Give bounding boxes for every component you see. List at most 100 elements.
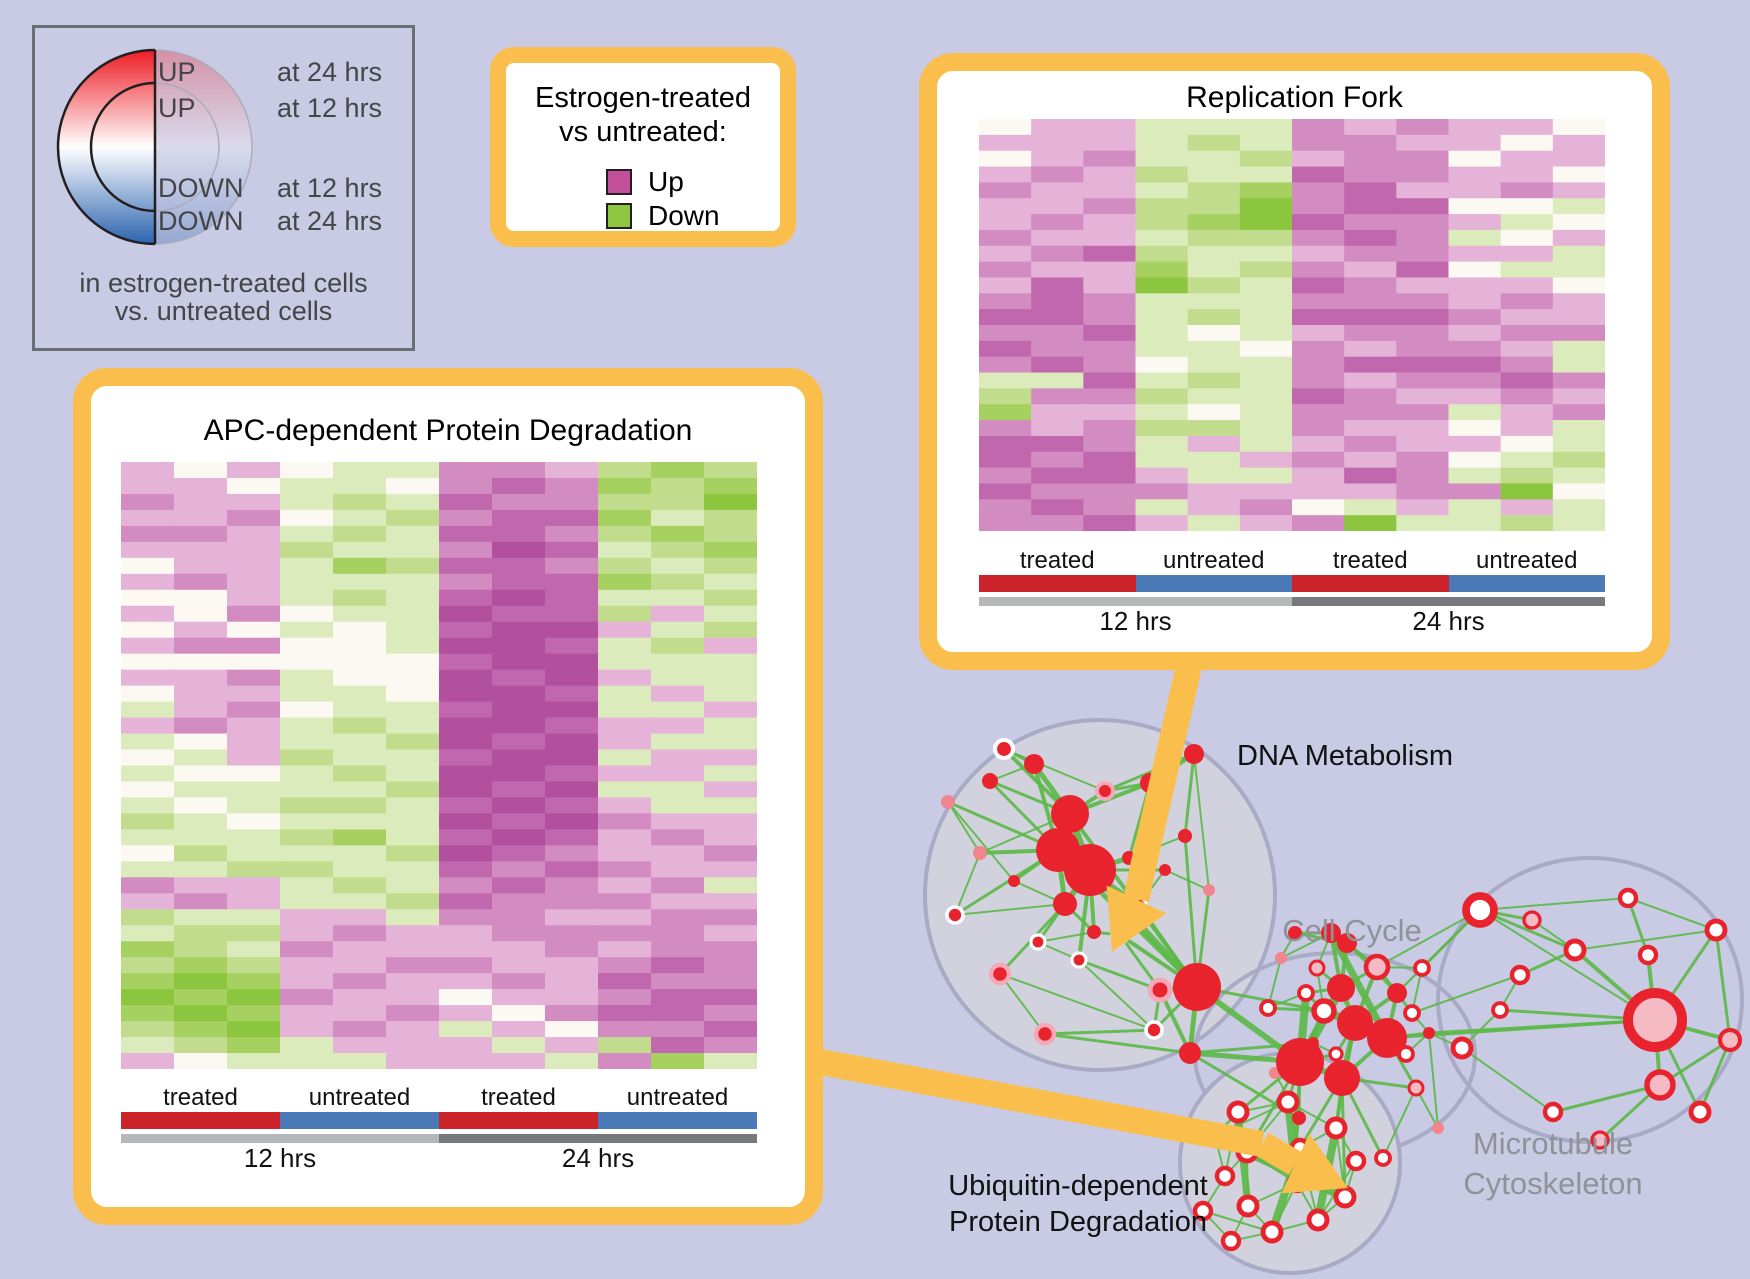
- gene-node: [1029, 933, 1047, 951]
- gene-node: [1095, 781, 1115, 801]
- direction-label: UP: [158, 93, 196, 123]
- direction-label: DOWN: [158, 173, 244, 203]
- rf-treatment-bar: [979, 575, 1605, 592]
- gene-node: [1688, 1100, 1712, 1124]
- apc-treatment-bar: [121, 1112, 757, 1129]
- updown-gradient-circle: [56, 48, 253, 246]
- gene-node: [1053, 892, 1077, 916]
- gene-node: [988, 962, 1012, 986]
- apc-group-labels: treated untreated treated untreated: [121, 1084, 757, 1112]
- gene-node: [1051, 795, 1089, 833]
- gene-node: [1275, 952, 1287, 964]
- rf-time-labels: 12 hrs 24 hrs: [979, 606, 1605, 637]
- gene-node: [1333, 1185, 1357, 1209]
- gene-node: [1367, 1018, 1407, 1058]
- gene-node: [1328, 1046, 1344, 1062]
- legend-title-line1: Estrogen-treated: [534, 82, 751, 114]
- gene-node: [1192, 1200, 1214, 1222]
- group-label: untreated: [626, 1084, 729, 1111]
- gene-node: [1276, 1090, 1300, 1114]
- gene-node: [1450, 1036, 1474, 1060]
- gene-node: [941, 795, 955, 809]
- gene-node: [1345, 1150, 1367, 1172]
- arrow-head-apc-to-ubiquitin: [1281, 1133, 1348, 1194]
- rf-annotations: treated untreated treated untreated 12 h…: [979, 547, 1605, 637]
- gene-node: [1637, 944, 1659, 966]
- gene-node: [1288, 926, 1302, 940]
- group-label: untreated: [308, 1084, 411, 1111]
- legend-title: Estrogen-treated vs untreated:: [506, 81, 780, 149]
- group-label: treated: [163, 1084, 238, 1111]
- gene-node: [945, 905, 965, 925]
- gene-node: [1024, 754, 1044, 774]
- apc-title: APC-dependent Protein Degradation: [203, 414, 693, 447]
- apc-time-labels: 12 hrs 24 hrs: [121, 1143, 757, 1174]
- time-label: at 12 hrs: [277, 173, 383, 203]
- gene-node: [1236, 1194, 1260, 1218]
- legend-item-down: Down: [606, 200, 720, 231]
- gene-node: [1070, 951, 1088, 969]
- gene-node: [1159, 864, 1171, 876]
- updown-legend-box: Estrogen-treated vs untreated: Up Down: [490, 47, 796, 247]
- gene-node: [1704, 918, 1728, 942]
- ubiquitin-line2: Protein Degradation: [949, 1206, 1207, 1238]
- gene-node: [1327, 974, 1355, 1002]
- gene-node: [1008, 875, 1020, 887]
- gene-node: [1226, 1100, 1250, 1124]
- gene-node: [982, 773, 998, 789]
- gene-node: [1203, 884, 1215, 896]
- gene-node: [1321, 923, 1341, 943]
- cluster-microtubule-cytoskeleton: [1436, 856, 1744, 1144]
- gene-node: [1178, 829, 1192, 843]
- ubiquitin-line1: Ubiquitin-dependent: [948, 1170, 1208, 1202]
- gene-node: [1387, 983, 1407, 1003]
- gene-node: [1064, 844, 1116, 896]
- gene-node: [1179, 1042, 1201, 1064]
- group-label: treated: [1332, 547, 1408, 574]
- gene-node: [1184, 744, 1204, 764]
- gene-node: [1337, 1005, 1373, 1041]
- gene-node: [1407, 1079, 1425, 1097]
- gene-node: [1220, 1230, 1242, 1252]
- gene-node: [1363, 953, 1391, 981]
- gene-node: [1173, 963, 1221, 1011]
- up-label: Up: [648, 166, 684, 197]
- gene-node: [1276, 1038, 1324, 1086]
- legend-title-line2: vs untreated:: [559, 116, 727, 148]
- gene-node: [1324, 1116, 1348, 1140]
- gene-node: [1590, 1130, 1610, 1150]
- gene-node: [1292, 1111, 1306, 1125]
- overlap-legend-box: UP at 24 hrs UP at 12 hrs DOWN at 12 hrs…: [32, 25, 415, 351]
- up-swatch: [606, 169, 632, 195]
- gene-node: [1403, 1004, 1421, 1022]
- legend-item-up: Up: [606, 166, 684, 197]
- gene-node: [1563, 938, 1587, 962]
- gene-node: [1297, 984, 1315, 1002]
- gene-node: [1374, 1149, 1392, 1167]
- rf-group-labels: treated untreated treated untreated: [979, 547, 1605, 575]
- gene-node: [1147, 977, 1173, 1003]
- apc-time-bar: [121, 1134, 757, 1143]
- apc-panel: APC-dependent Protein Degradation treate…: [73, 368, 823, 1225]
- time-label: at 24 hrs: [277, 206, 383, 236]
- replication-fork-heatmap: [979, 119, 1605, 531]
- down-swatch: [606, 203, 632, 229]
- gene-node: [1462, 892, 1498, 928]
- ubiquitin-degradation-label: Ubiquitin-dependent Protein Degradation: [928, 1168, 1228, 1240]
- direction-label: DOWN: [158, 206, 244, 236]
- arrow-head-replication-fork-to-dna: [1106, 885, 1167, 952]
- arrow-shaft-apc-to-ubiquitin: [817, 1049, 1265, 1157]
- gene-node: [1337, 933, 1357, 953]
- gene-node: [1413, 959, 1431, 977]
- apc-annotations: treated untreated treated untreated 12 h…: [121, 1084, 757, 1174]
- gene-node: [1311, 998, 1337, 1024]
- microtubule-cytoskeleton-label: Microtubule Cytoskeleton: [1403, 1124, 1703, 1204]
- apc-heatmap: [121, 462, 757, 1069]
- gene-node: [1087, 925, 1101, 939]
- gene-node: [973, 846, 987, 860]
- gene-node: [1522, 910, 1542, 930]
- gene-node: [1308, 959, 1326, 977]
- gene-node: [1717, 1027, 1743, 1053]
